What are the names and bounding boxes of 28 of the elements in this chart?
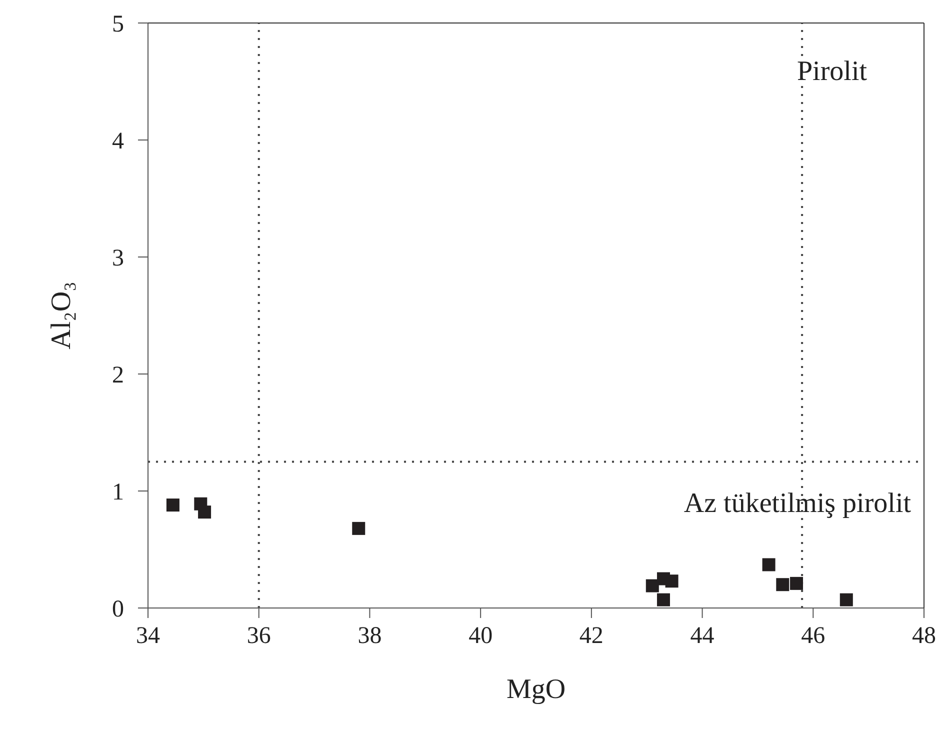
point	[762, 558, 776, 572]
annotation: Pirolit	[796, 56, 867, 88]
x-tick-label: 42	[579, 623, 604, 650]
point	[198, 506, 212, 519]
y-axis-title: Al₂O₃	[46, 282, 77, 350]
y-tick-label: 0	[112, 596, 124, 623]
x-tick-label: 44	[690, 623, 714, 650]
point	[776, 578, 790, 592]
x-tick-label: 48	[912, 623, 936, 650]
x-axis-title: MgO	[506, 674, 566, 705]
y-tick-label: 4	[112, 128, 124, 155]
x-tick-label: 40	[468, 623, 493, 650]
x-tick-label: 46	[801, 623, 826, 650]
point	[166, 498, 180, 512]
y-tick-label: 2	[112, 362, 124, 389]
annotation: Az tüketilmiş pirolit	[684, 488, 911, 520]
point	[352, 522, 366, 535]
point	[790, 576, 804, 590]
point	[656, 593, 670, 606]
point	[665, 574, 678, 588]
point	[840, 593, 853, 606]
x-tick-label: 34	[136, 623, 160, 650]
point	[646, 579, 659, 592]
y-tick-label: 1	[112, 480, 124, 506]
y-tick-label: 5	[112, 12, 124, 38]
y-tick-label: 3	[112, 246, 124, 272]
x-tick-label: 38	[358, 623, 382, 650]
x-tick-label: 36	[246, 623, 271, 650]
